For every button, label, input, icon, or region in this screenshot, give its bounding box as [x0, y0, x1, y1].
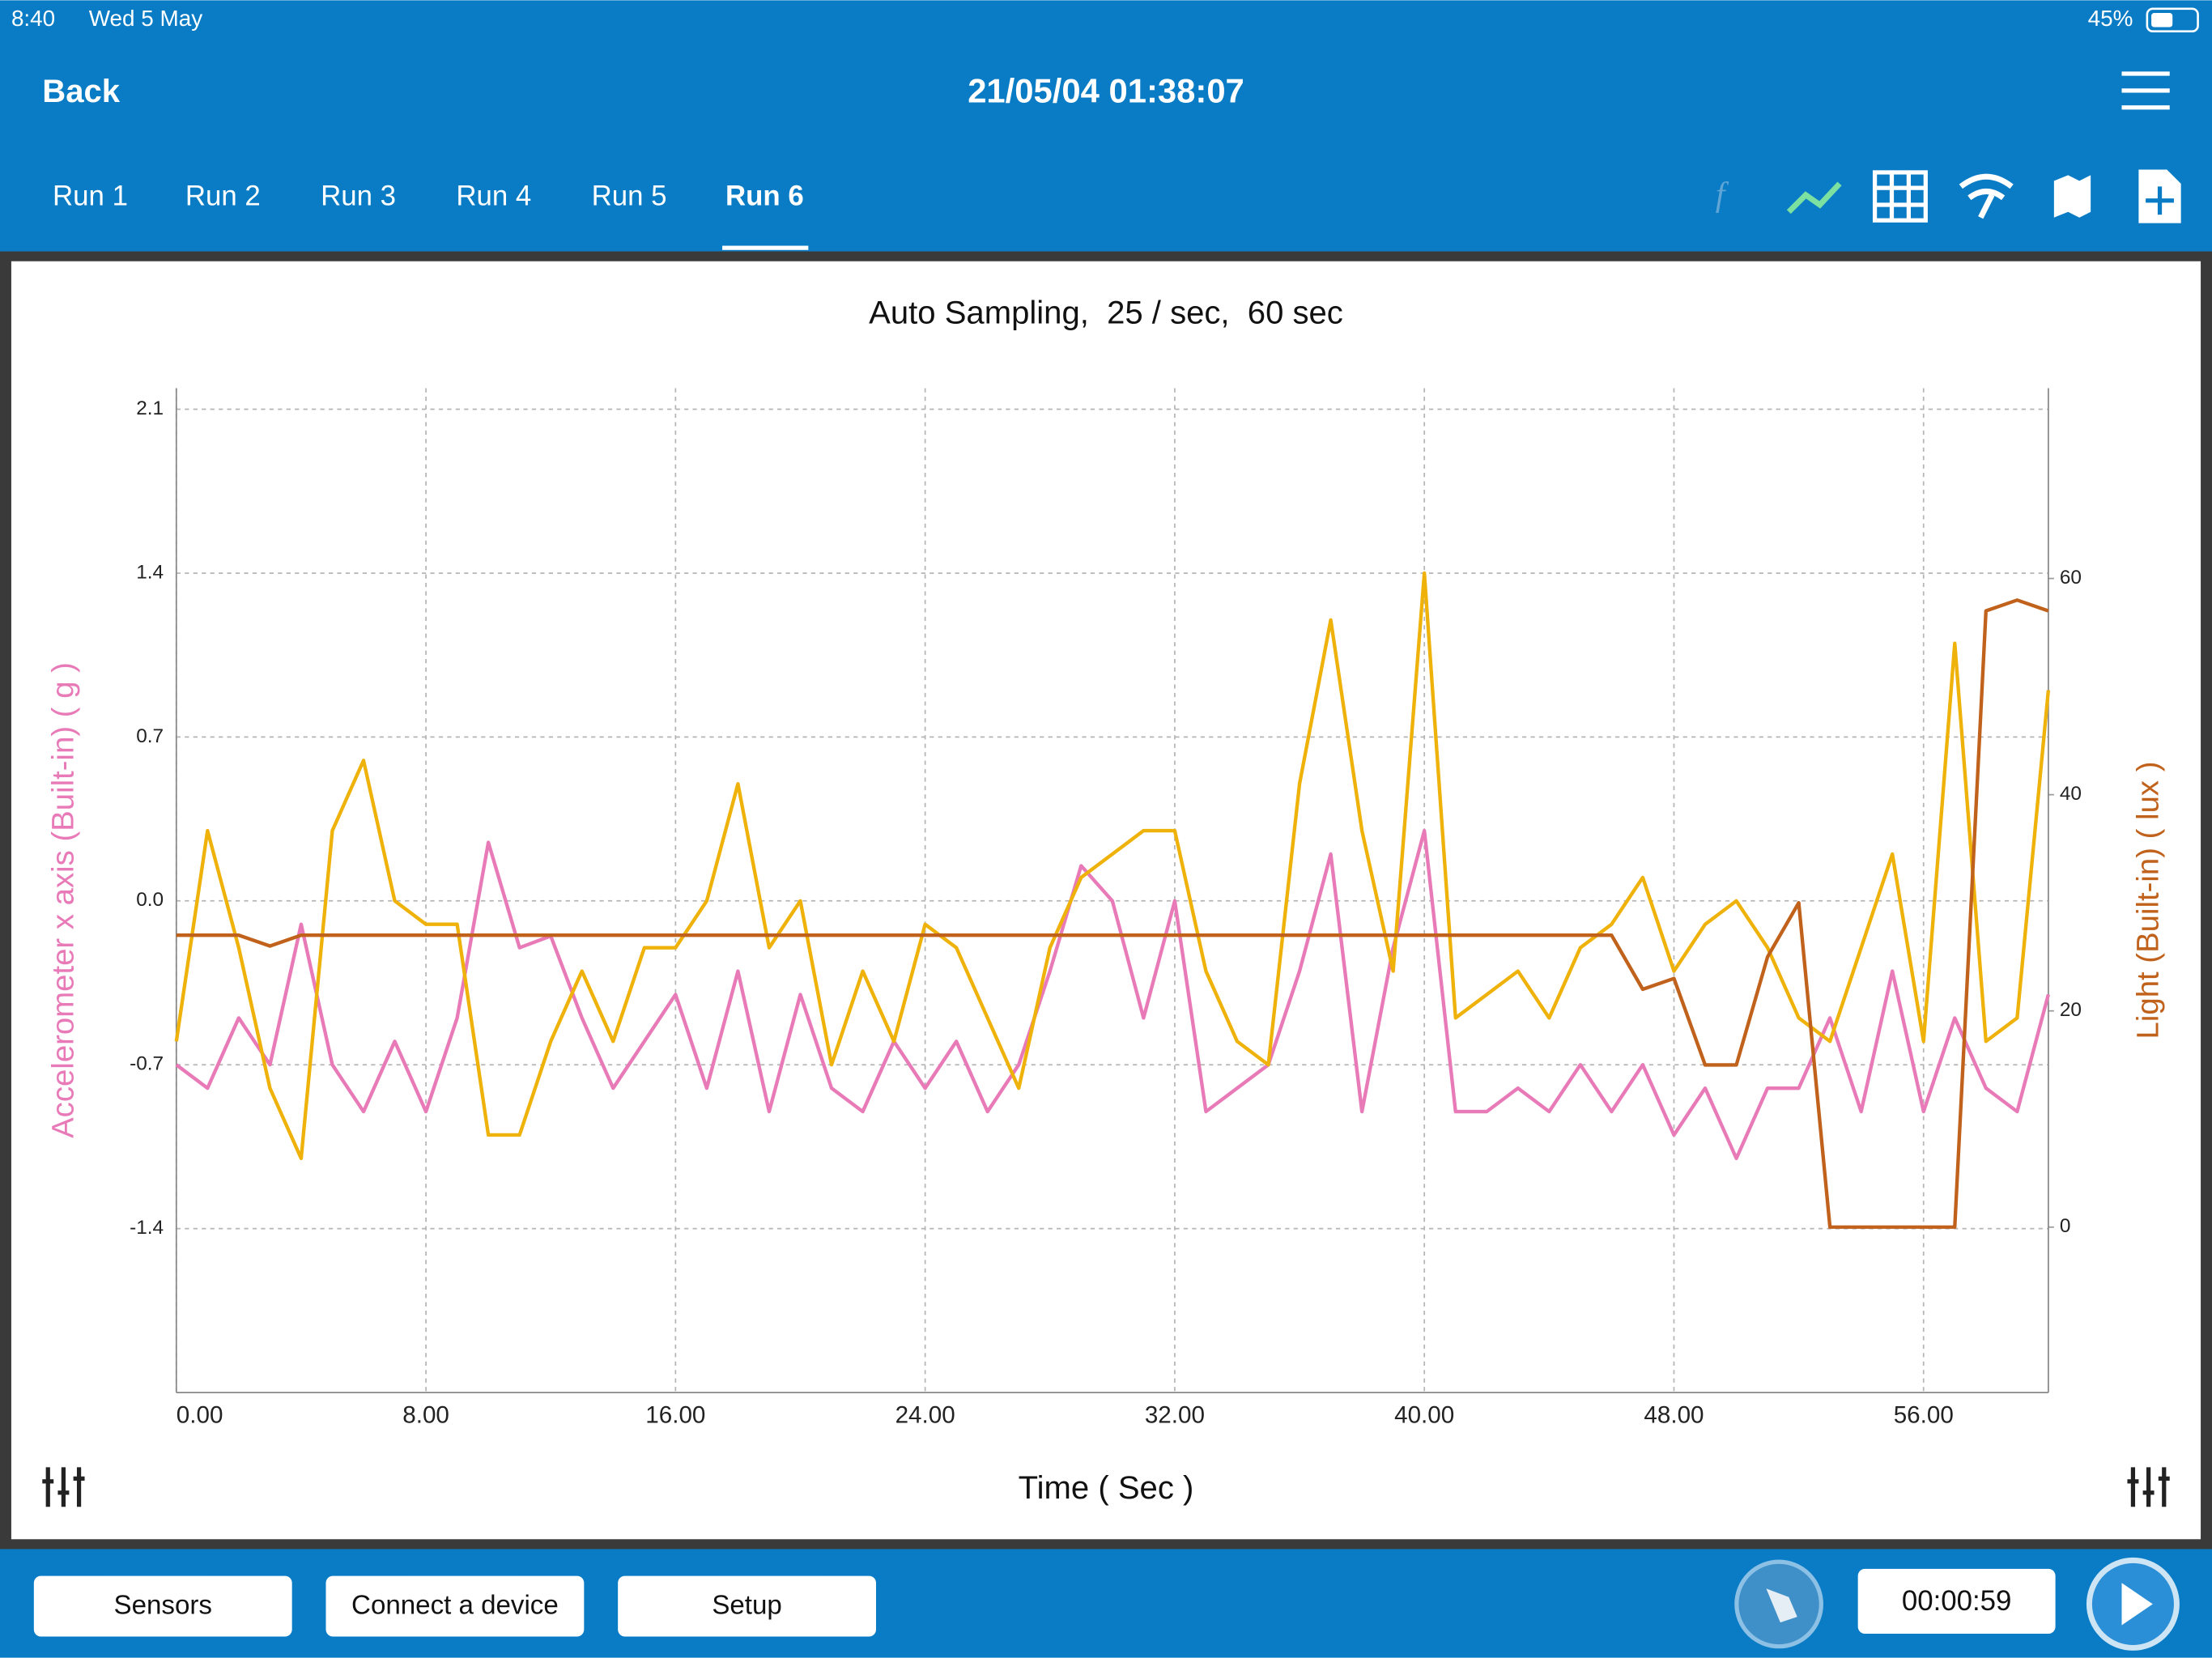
y2-tick-label: 60 — [2060, 567, 2082, 589]
button-label[interactable]: Sensors — [114, 1591, 212, 1621]
button[interactable] — [325, 1575, 585, 1637]
data-line — [175, 828, 2050, 1161]
x-tick-label: 24.00 — [895, 1402, 955, 1429]
y-axis-label: Accelerometer x axis (Built-in) ( g ) — [45, 662, 80, 1138]
x-axis-label: Time ( Sec ) — [1019, 1470, 1194, 1506]
y2-axis-label: Light (Built-in) ( lux ) — [2130, 762, 2165, 1039]
graph-icon[interactable] — [1786, 181, 1842, 215]
run-tab[interactable]: Run 5 — [592, 181, 667, 212]
timer-box — [1857, 1568, 2056, 1635]
back-button[interactable]: Back — [42, 74, 120, 109]
run-tab[interactable]: Run 4 — [456, 181, 531, 212]
x-tick-label: 16.00 — [645, 1402, 705, 1429]
map-icon[interactable] — [2053, 175, 2091, 218]
bottom-buttons: Sensors Connect a device Setup — [33, 1575, 876, 1637]
run-tab[interactable]: Run 2 — [185, 181, 261, 212]
battery-percent: 45% — [2088, 6, 2133, 31]
timer: 00:00:59 — [1902, 1585, 2012, 1617]
y2-tick-label: 0 — [2060, 1215, 2071, 1237]
left-adjust-icon[interactable] — [42, 1467, 85, 1507]
run-tab[interactable]: Run 6 — [725, 181, 804, 212]
y-tick-label: 1.4 — [136, 561, 164, 583]
run-tab[interactable]: Run 3 — [321, 181, 396, 212]
x-tick-label: 40.00 — [1394, 1402, 1454, 1429]
x-tick-label: 0.00 — [177, 1402, 223, 1429]
y-tick-label: -1.4 — [130, 1217, 164, 1239]
status-time: 8:40 — [11, 6, 55, 31]
data-line — [176, 598, 2049, 1229]
y-tick-label: 0.7 — [136, 725, 164, 747]
y-tick-label: 2.1 — [136, 397, 164, 419]
button-label[interactable]: Connect a device — [351, 1591, 559, 1621]
x-tick-label: 56.00 — [1894, 1402, 1954, 1429]
table-icon[interactable] — [1872, 170, 1928, 223]
button[interactable] — [618, 1575, 876, 1637]
active-tab-indicator — [722, 245, 809, 250]
add-file-icon[interactable] — [2138, 169, 2181, 223]
wireless-icon[interactable] — [1959, 173, 2014, 219]
button-label[interactable]: Setup — [712, 1591, 781, 1621]
tab-bar: Run 1 Run 2 Run 3 Run 4 Run 5 Run 6 — [53, 181, 804, 212]
y-tick-label: 0.0 — [136, 889, 164, 911]
x-tick-label: 32.00 — [1145, 1402, 1205, 1429]
status-date: Wed 5 May — [89, 6, 202, 31]
x-tick-label: 8.00 — [402, 1402, 449, 1429]
chart-title: Auto Sampling, 25 / sec, 60 sec — [869, 295, 1343, 330]
y2-tick-label: 40 — [2060, 783, 2082, 805]
touch-icon — [1766, 1588, 1797, 1623]
chart: Auto Sampling, 25 / sec, 60 sec Time ( S… — [45, 295, 2165, 1505]
y-tick-label: -0.7 — [130, 1053, 164, 1075]
data-line — [174, 571, 2051, 1161]
button[interactable] — [33, 1575, 292, 1637]
header-title: 21/05/04 01:38:07 — [968, 71, 1244, 109]
right-adjust-icon[interactable] — [2127, 1467, 2170, 1507]
x-tick-label: 48.00 — [1644, 1402, 1704, 1429]
battery-level — [2151, 13, 2173, 28]
battery-icon — [2146, 7, 2199, 33]
play-icon — [2121, 1583, 2153, 1626]
run-tab[interactable]: Run 1 — [53, 181, 128, 212]
menu-icon[interactable] — [2121, 71, 2170, 110]
y2-tick-label: 20 — [2060, 999, 2082, 1021]
